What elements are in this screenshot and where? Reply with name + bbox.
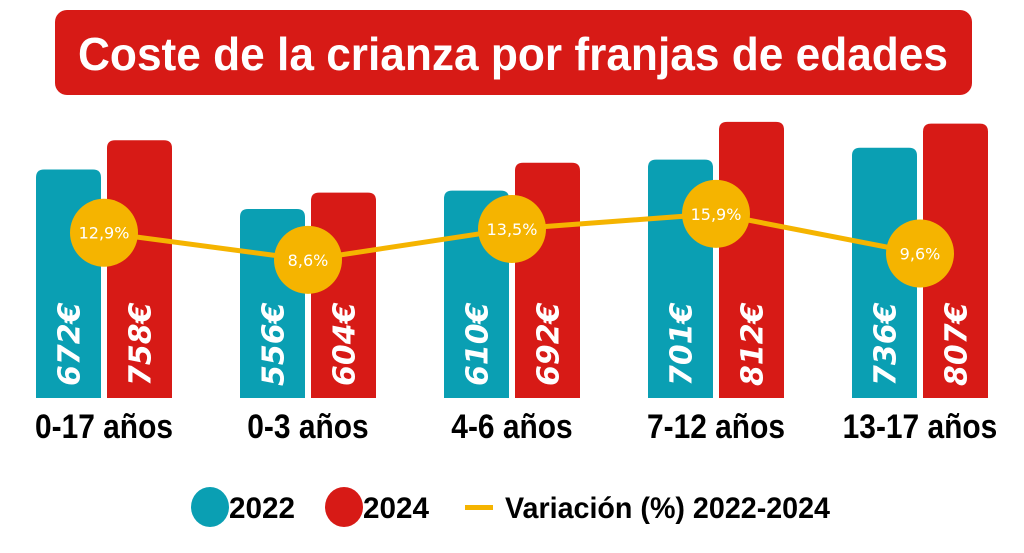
variation-point <box>682 179 750 248</box>
legend-label-2024: 2024 <box>363 492 429 525</box>
bar-value-label: 807€ <box>940 302 975 386</box>
category-label: 0-3 años <box>247 407 368 445</box>
legend-label-2022: 2022 <box>229 492 295 525</box>
bar-value-label: 758€ <box>124 302 159 386</box>
variation-point <box>886 219 954 288</box>
variation-point <box>274 225 342 294</box>
category-label: 4-6 años <box>451 407 572 445</box>
bar-value-label: 736€ <box>869 302 904 386</box>
category-label: 7-12 años <box>647 407 785 445</box>
bar-value-label: 672€ <box>53 302 88 386</box>
category-label: 0-17 años <box>35 407 173 445</box>
variation-point <box>478 194 546 263</box>
variation-label: 8,6% <box>288 251 329 270</box>
legend-swatch-variation <box>465 505 493 510</box>
variation-label: 9,6% <box>900 245 941 264</box>
bar-2024-4 <box>923 123 988 399</box>
legend-label-variation: Variación (%) 2022-2024 <box>505 492 830 525</box>
legend-swatch-2022 <box>191 487 229 527</box>
variation-point <box>70 198 138 267</box>
bar-value-label: 692€ <box>532 302 567 386</box>
bar-value-label: 610€ <box>461 302 496 386</box>
legend-swatch-2024 <box>325 487 363 527</box>
bar-value-label: 604€ <box>328 302 363 386</box>
category-label: 13-17 años <box>843 407 998 445</box>
bar-value-label: 556€ <box>257 302 292 386</box>
bar-value-label: 701€ <box>665 302 700 386</box>
chart-title: Coste de la crianza por franjas de edade… <box>78 28 948 80</box>
variation-label: 12,9% <box>79 224 130 243</box>
bar-value-label: 812€ <box>736 302 771 386</box>
variation-label: 13,5% <box>487 220 538 239</box>
bar-2022-4 <box>852 147 917 398</box>
variation-label: 15,9% <box>691 205 742 224</box>
title-background <box>55 10 972 95</box>
